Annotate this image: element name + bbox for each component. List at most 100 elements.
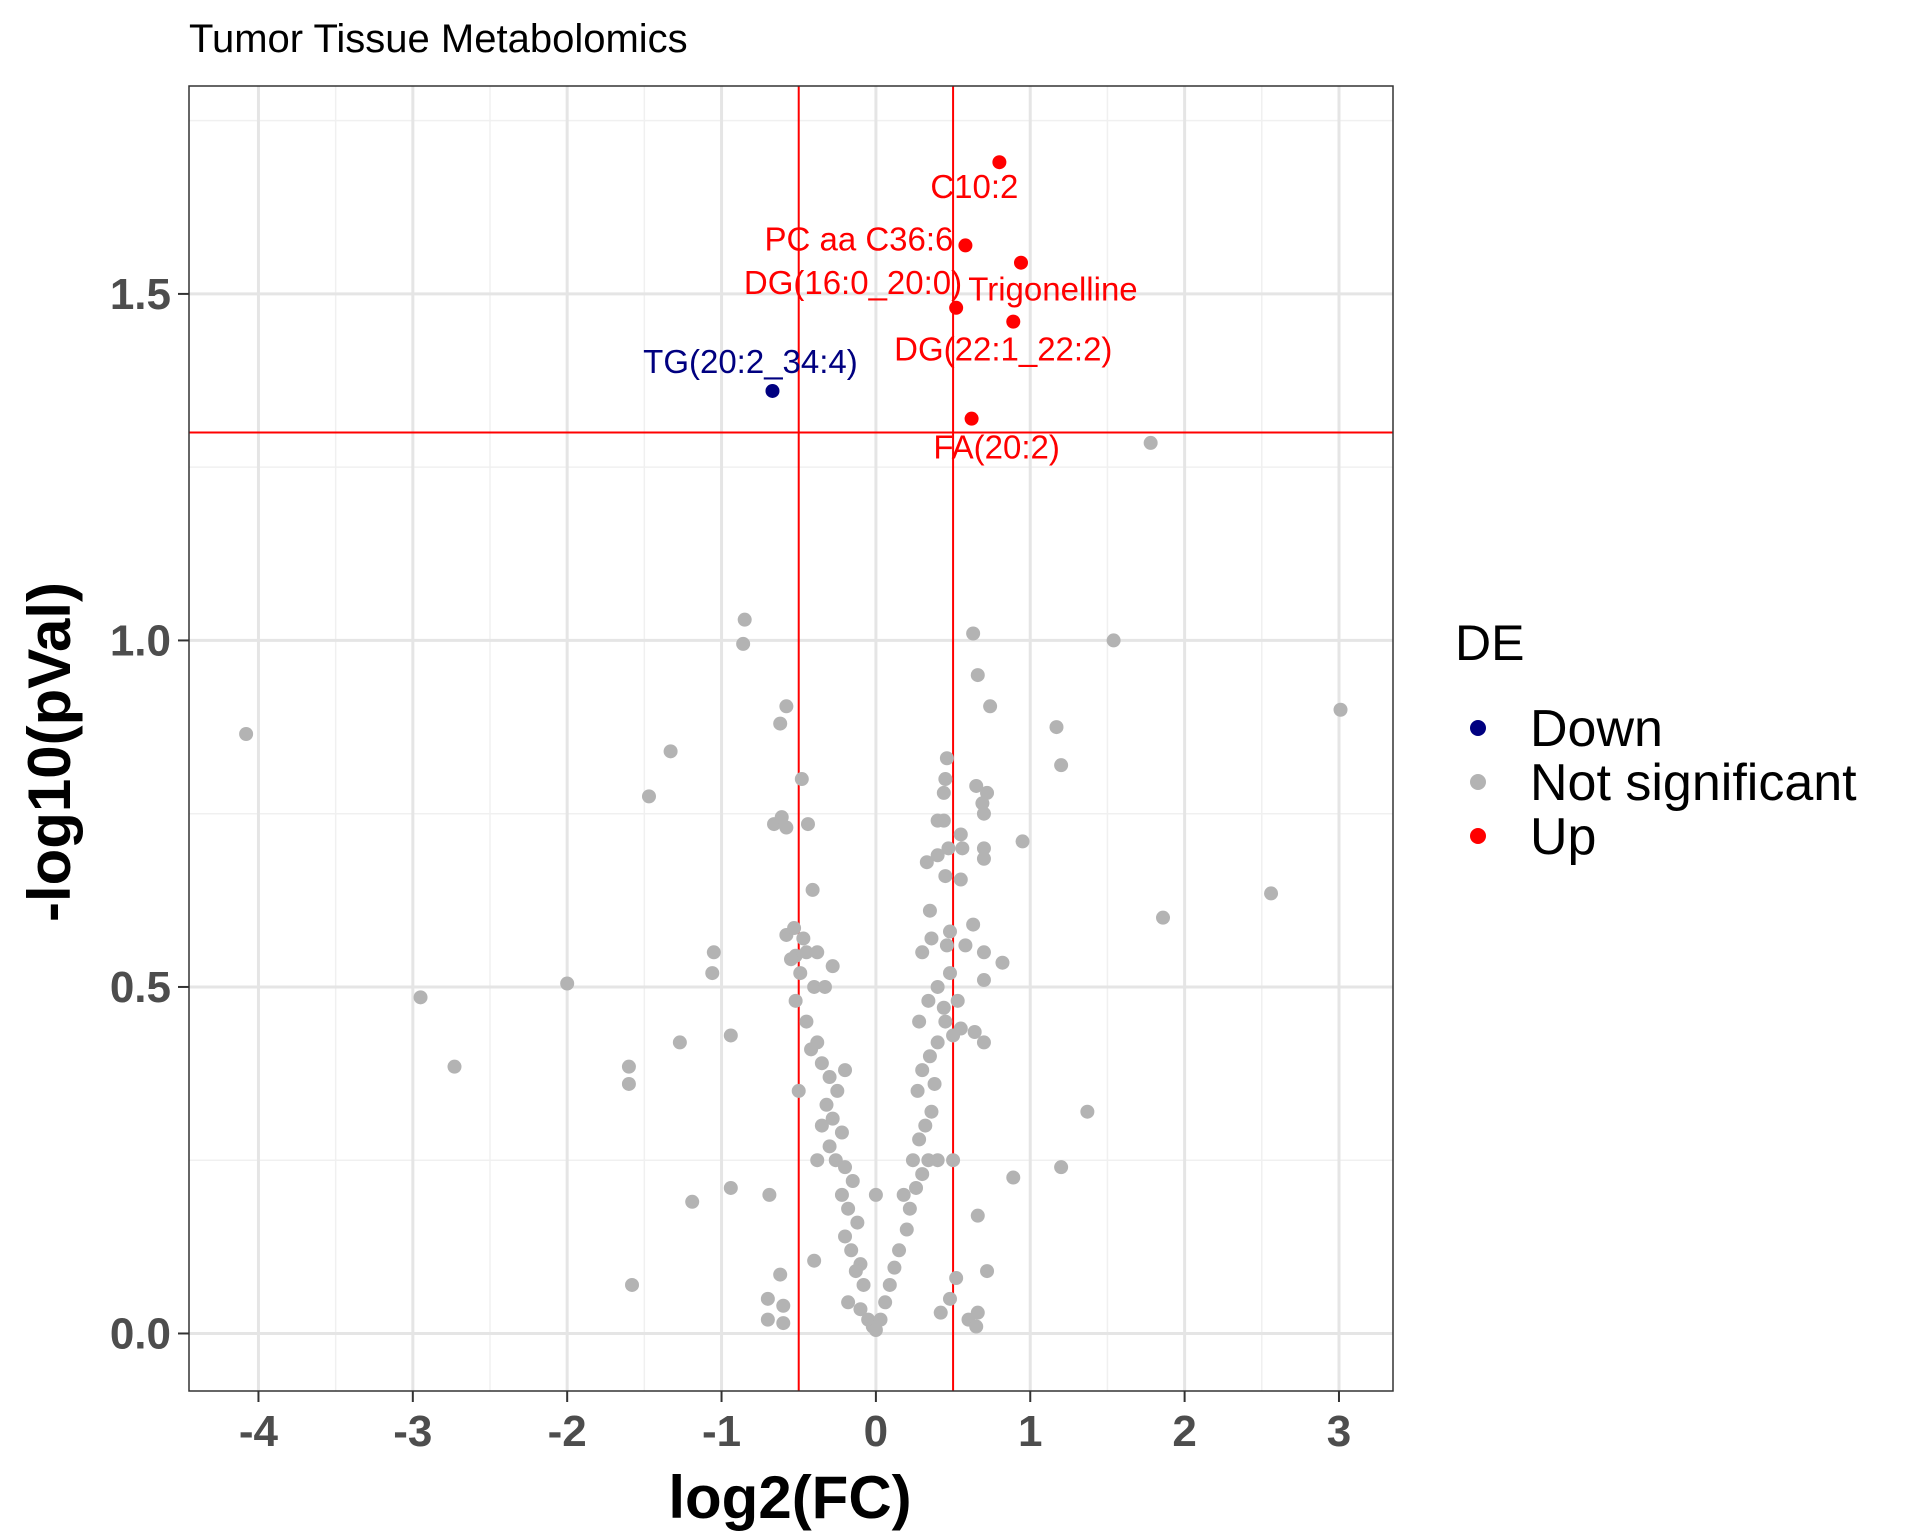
point-not-significant [810,945,825,960]
legend-label: Up [1530,808,1596,866]
point-not-significant [621,1076,636,1091]
point-not-significant [995,955,1010,970]
point-not-significant [970,1208,985,1223]
point-not-significant [936,785,951,800]
point-not-significant [838,1063,853,1078]
chart-title: Tumor Tissue Metabolomics [189,17,688,61]
point-not-significant [942,1291,957,1306]
point-not-significant [794,772,809,787]
point-not-significant [946,1153,961,1168]
point-not-significant [800,817,815,832]
point-not-significant [936,813,951,828]
point-label: DG(22:1_22:2) [894,331,1112,368]
point-not-significant [841,1201,856,1216]
point-not-significant [1054,758,1069,773]
point-label: TG(20:2_34:4) [643,343,858,380]
point-not-significant [887,1260,902,1275]
point-not-significant [773,1267,788,1282]
y-axis-title: -log10(pVal) [16,582,83,922]
point-not-significant [804,1042,819,1057]
x-tick-label: 1 [1018,1407,1042,1456]
point-not-significant [621,1059,636,1074]
point-not-significant [799,1014,814,1029]
point-not-significant [805,882,820,897]
point-not-significant [868,1187,883,1202]
point-not-significant [779,699,794,714]
plot-panel-border [188,85,1394,1392]
point-not-significant [1080,1104,1095,1119]
point-up [1013,255,1028,270]
point-up [992,155,1007,170]
point-not-significant [814,1056,829,1071]
point-not-significant [736,636,751,651]
point-not-significant [1006,1170,1021,1185]
x-tick-label: -4 [239,1407,279,1456]
point-not-significant [922,903,937,918]
point-not-significant [807,1253,822,1268]
point-not-significant [950,993,965,1008]
point-label: DG(16:0_20:0) [744,264,962,301]
point-not-significant [910,1083,925,1098]
point-not-significant [942,966,957,981]
point-not-significant [915,1063,930,1078]
point-not-significant [939,751,954,766]
point-not-significant [838,1229,853,1244]
point-not-significant [976,841,991,856]
x-tick-label: -1 [702,1407,741,1456]
point-not-significant [845,1174,860,1189]
point-not-significant [921,993,936,1008]
point-not-significant [793,966,808,981]
point-not-significant [878,1295,893,1310]
legend-key-down [1470,720,1486,736]
point-not-significant [969,778,984,793]
point-not-significant [784,952,798,967]
point-not-significant [838,1160,853,1175]
point-not-significant [1264,886,1279,901]
point-not-significant [942,924,957,939]
data-points [239,155,1348,1338]
point-not-significant [976,1035,991,1050]
point-not-significant [760,1312,775,1327]
y-tick-label: 1.5 [110,270,171,319]
point-label: C10:2 [930,168,1018,205]
point-not-significant [958,938,973,953]
point-not-significant [856,1277,871,1292]
point-not-significant [776,1316,791,1331]
point-not-significant [941,841,956,856]
legend-key-not-significant [1470,774,1486,790]
point-not-significant [912,1132,927,1147]
point-not-significant [737,612,752,627]
point-not-significant [825,1111,840,1126]
point-not-significant [853,1302,868,1317]
point-not-significant [922,1049,937,1064]
point-not-significant [882,1277,897,1292]
point-not-significant [946,1028,961,1043]
point-not-significant [807,979,822,994]
point-not-significant [825,959,840,974]
y-tick-label: 0.0 [110,1309,171,1358]
point-not-significant [976,973,991,988]
point-not-significant [848,1264,863,1279]
y-tick-label: 1.0 [110,616,171,665]
point-not-significant [819,1097,834,1112]
x-tick-label: 0 [864,1407,888,1456]
point-not-significant [791,1083,806,1098]
point-not-significant [1156,910,1171,925]
point-not-significant [773,716,788,731]
point-not-significant [641,789,656,804]
point-not-significant [705,966,720,981]
point-not-significant [672,1035,687,1050]
x-axis-title: log2(FC) [668,1464,911,1531]
point-not-significant [930,1035,945,1050]
point-not-significant [918,1118,933,1133]
point-not-significant [787,921,802,936]
point-not-significant [975,796,990,811]
legend-label: Not significant [1530,754,1857,812]
x-tick-label: 2 [1172,1407,1196,1456]
point-not-significant [447,1059,462,1074]
point-not-significant [1054,1160,1069,1175]
grid [189,86,1393,1391]
point-not-significant [927,1076,942,1091]
